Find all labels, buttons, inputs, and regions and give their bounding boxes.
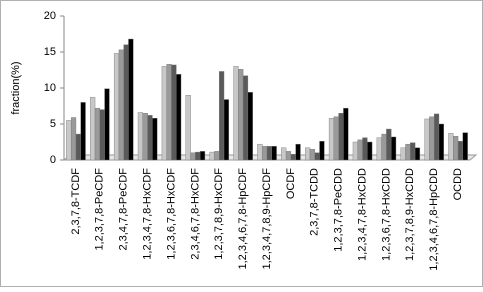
bar	[219, 71, 225, 161]
bar	[257, 143, 263, 161]
bar	[147, 115, 153, 161]
bar	[137, 112, 144, 161]
bar	[247, 92, 253, 161]
bar	[209, 151, 215, 161]
bar	[438, 123, 444, 161]
bar	[99, 109, 105, 161]
x-tick-label: 2,3,7,8-TCDF	[70, 168, 82, 235]
bar	[281, 147, 287, 161]
x-tick-label: 2,3,4,7,8-PeCDF	[118, 168, 130, 251]
x-tick-label: 1,2,3,4,7,8,9-HpCDF	[261, 168, 273, 270]
y-tick-label: 15	[44, 46, 56, 58]
bar	[152, 118, 158, 161]
bar	[410, 142, 416, 161]
bar	[118, 49, 124, 161]
bar	[223, 99, 229, 161]
bar	[295, 143, 301, 161]
x-tick-label: OCDD	[452, 168, 464, 200]
bar	[448, 133, 454, 161]
bar	[80, 102, 86, 161]
bar	[94, 107, 101, 161]
bar	[271, 146, 277, 161]
bar	[242, 75, 249, 161]
bar	[142, 112, 148, 161]
bar	[400, 147, 406, 161]
bar	[285, 151, 292, 161]
bar	[190, 152, 196, 161]
bar	[309, 148, 315, 161]
x-tick-label: 1,2,3,4,6,7,8-HpCDD	[428, 168, 440, 271]
y-tick-label: 0	[50, 154, 56, 166]
x-tick-label: 1,2,3,4,7,8-HxCDD	[356, 168, 368, 261]
bar	[386, 128, 392, 161]
x-tick-label: 2,3,4,6,7,8-HxCDF	[189, 168, 201, 260]
x-tick-label: 1,2,3,7,8-PeCDD	[333, 168, 345, 252]
bar	[185, 94, 191, 161]
x-tick-label: 1,2,3,7,8-PeCDF	[94, 168, 106, 251]
bar	[343, 107, 349, 161]
bar	[381, 133, 387, 161]
x-tick-label: OCDF	[285, 168, 297, 199]
bar	[462, 132, 468, 161]
bar	[376, 137, 382, 161]
bar	[352, 141, 358, 161]
bar	[453, 136, 459, 161]
bar	[90, 97, 96, 161]
bar	[414, 147, 421, 161]
bar	[195, 151, 201, 161]
y-tick-label: 5	[50, 118, 56, 130]
bar	[113, 53, 120, 161]
x-tick-label: 1,2,3,6,7,8-HxCDF	[165, 168, 177, 260]
bar	[238, 69, 244, 161]
bar	[305, 147, 311, 161]
bar	[429, 116, 435, 161]
bar	[319, 141, 325, 161]
bar	[457, 141, 464, 161]
x-tick-label: 2,3,7,8-TCDD	[309, 168, 321, 236]
bar	[104, 88, 110, 161]
bar	[328, 118, 335, 161]
bar	[266, 146, 272, 161]
y-axis-title: fraction(%)	[10, 61, 22, 114]
bar	[176, 74, 182, 161]
bar	[290, 154, 296, 161]
bar	[161, 66, 167, 161]
y-tick-label: 20	[44, 10, 56, 22]
x-tick-label: 1,2,3,6,7,8-HxCDD	[380, 168, 392, 261]
bar	[199, 151, 206, 161]
bar	[362, 137, 368, 161]
bar	[262, 146, 268, 161]
bar	[128, 38, 134, 161]
y-tick-label: 10	[44, 82, 56, 94]
x-tick-label: 1,2,3,7,8,9-HxCDD	[404, 168, 416, 261]
bar	[390, 136, 397, 161]
bar	[214, 151, 220, 161]
x-tick-label: 1,2,3,7,8,9-HxCDF	[213, 168, 225, 260]
bar	[367, 141, 373, 161]
bar	[75, 133, 81, 161]
bar	[314, 152, 320, 161]
bar	[405, 143, 411, 161]
bar	[357, 139, 363, 161]
bar	[166, 64, 172, 161]
bar	[333, 116, 339, 161]
x-tick-label: 1,2,3,4,6,7,8-HpCDF	[237, 168, 249, 270]
bar	[123, 44, 129, 161]
bar	[233, 66, 239, 161]
x-tick-label: 1,2,3,4,7,8-HxCDF	[141, 168, 153, 260]
bar	[424, 118, 430, 161]
bar	[66, 120, 72, 161]
bar	[70, 117, 77, 161]
bar	[433, 113, 440, 161]
bar	[171, 64, 177, 161]
bar	[338, 112, 344, 161]
